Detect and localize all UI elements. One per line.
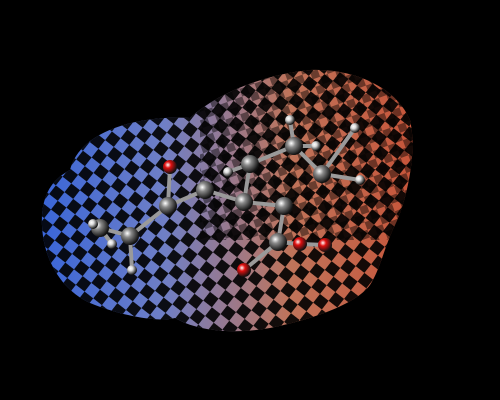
oxygen-atom: [318, 238, 332, 252]
carbon-atom: [275, 197, 293, 215]
hydrogen-atom: [107, 239, 117, 249]
hydrogen-atom: [88, 219, 98, 229]
hydrogen-atom: [355, 175, 365, 185]
hydrogen-atom: [127, 265, 137, 275]
carbon-atom: [313, 165, 331, 183]
bond: [320, 126, 357, 176]
hydrogen-atom: [285, 115, 295, 125]
carbon-atom: [241, 155, 259, 173]
surface-checker-fine: [200, 69, 413, 240]
carbon-atom: [196, 181, 214, 199]
carbon-atom: [159, 197, 177, 215]
carbon-atom: [235, 193, 253, 211]
oxygen-atom: [237, 263, 251, 277]
hydrogen-atom: [350, 123, 360, 133]
hydrogen-atom: [223, 167, 233, 177]
molecule-atoms: [88, 115, 365, 277]
oxygen-atom: [293, 237, 307, 251]
carbon-atom: [269, 233, 287, 251]
carbon-atom: [121, 227, 139, 245]
oxygen-atom: [163, 160, 177, 174]
carbon-atom: [285, 137, 303, 155]
hydrogen-atom: [311, 141, 321, 151]
